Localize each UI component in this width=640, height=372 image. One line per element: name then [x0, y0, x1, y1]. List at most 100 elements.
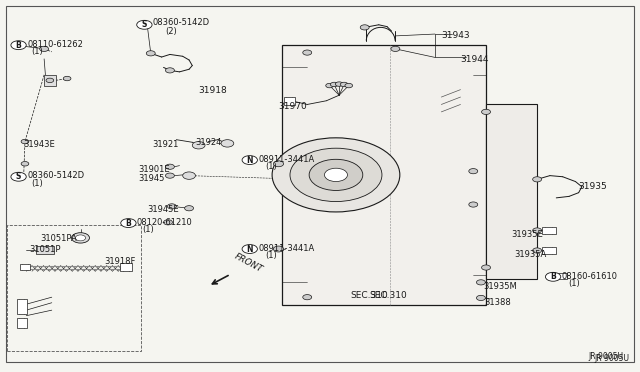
- Circle shape: [168, 204, 176, 209]
- Bar: [282, 45, 486, 305]
- Text: 08911-3441A: 08911-3441A: [259, 244, 315, 253]
- Bar: [17, 299, 26, 314]
- Text: JR 9005U: JR 9005U: [595, 354, 630, 363]
- Bar: [44, 75, 56, 86]
- Circle shape: [221, 140, 234, 147]
- Text: 31935M: 31935M: [483, 282, 516, 291]
- Circle shape: [273, 246, 284, 252]
- Text: 31924: 31924: [195, 138, 222, 147]
- Circle shape: [476, 295, 485, 301]
- Text: (1): (1): [143, 225, 154, 234]
- Text: (1): (1): [31, 47, 43, 56]
- Circle shape: [166, 173, 174, 178]
- Circle shape: [273, 161, 284, 167]
- Text: SEC.310: SEC.310: [350, 291, 388, 300]
- Circle shape: [166, 68, 174, 73]
- Text: 08120-61210: 08120-61210: [137, 218, 193, 227]
- Text: 08360-5142D: 08360-5142D: [153, 19, 210, 28]
- Circle shape: [532, 228, 541, 233]
- Circle shape: [121, 219, 136, 228]
- Text: (1): (1): [31, 179, 43, 188]
- Text: 08160-61610: 08160-61610: [561, 272, 618, 280]
- Circle shape: [345, 83, 353, 88]
- Circle shape: [330, 82, 338, 87]
- Text: (2): (2): [166, 27, 177, 36]
- Bar: [556, 273, 566, 279]
- Text: 08110-61262: 08110-61262: [28, 40, 83, 49]
- Bar: [486, 105, 537, 279]
- Text: 31388: 31388: [484, 298, 511, 307]
- Text: 31051PA: 31051PA: [40, 234, 77, 243]
- Bar: [541, 227, 556, 234]
- Circle shape: [72, 233, 90, 243]
- Text: 31935E: 31935E: [511, 230, 543, 239]
- Circle shape: [532, 248, 541, 253]
- Text: B: B: [16, 41, 22, 50]
- Circle shape: [76, 235, 86, 241]
- Text: 31935A: 31935A: [515, 250, 547, 259]
- Circle shape: [545, 272, 561, 281]
- Circle shape: [21, 161, 29, 166]
- Circle shape: [242, 244, 257, 253]
- Text: 31945: 31945: [138, 174, 164, 183]
- Circle shape: [360, 25, 369, 30]
- Text: 08360-5142D: 08360-5142D: [28, 171, 84, 180]
- Circle shape: [468, 202, 477, 207]
- Circle shape: [476, 280, 485, 285]
- Circle shape: [532, 177, 541, 182]
- Circle shape: [547, 273, 556, 278]
- Text: 31943E: 31943E: [23, 140, 55, 149]
- Text: 31935: 31935: [579, 182, 607, 191]
- Circle shape: [340, 82, 348, 87]
- Circle shape: [11, 41, 26, 49]
- Text: B: B: [550, 272, 556, 281]
- Text: 31918F: 31918F: [104, 257, 136, 266]
- Text: 31945E: 31945E: [148, 205, 179, 214]
- Circle shape: [326, 83, 333, 88]
- Circle shape: [21, 139, 29, 144]
- Text: (1): (1): [265, 251, 277, 260]
- Circle shape: [391, 46, 400, 51]
- Circle shape: [46, 78, 54, 83]
- Text: JR 9005U: JR 9005U: [588, 352, 623, 361]
- Text: B: B: [125, 219, 131, 228]
- Circle shape: [481, 109, 490, 115]
- Circle shape: [468, 169, 477, 174]
- Circle shape: [481, 265, 490, 270]
- Circle shape: [290, 148, 382, 202]
- Text: 31944: 31944: [461, 55, 489, 64]
- Bar: [120, 263, 132, 271]
- Text: 31918: 31918: [198, 86, 227, 95]
- Bar: [17, 318, 26, 328]
- Circle shape: [147, 51, 156, 56]
- Bar: [36, 246, 54, 254]
- Text: 31051P: 31051P: [29, 244, 61, 253]
- Bar: [20, 264, 30, 270]
- Circle shape: [184, 206, 193, 211]
- Text: 31970: 31970: [278, 102, 307, 111]
- Circle shape: [272, 138, 400, 212]
- Circle shape: [182, 172, 195, 179]
- Text: (1): (1): [568, 279, 580, 288]
- Bar: [284, 97, 295, 105]
- Circle shape: [309, 159, 363, 190]
- Circle shape: [166, 164, 174, 169]
- Circle shape: [242, 155, 257, 164]
- Bar: [7, 225, 141, 351]
- Text: N: N: [246, 155, 253, 164]
- Circle shape: [192, 141, 205, 149]
- Circle shape: [40, 46, 49, 51]
- Circle shape: [303, 50, 312, 55]
- Circle shape: [324, 168, 348, 182]
- Circle shape: [303, 295, 312, 300]
- Text: (1): (1): [265, 162, 277, 171]
- Circle shape: [137, 20, 152, 29]
- Text: 31901E: 31901E: [138, 165, 170, 174]
- Text: S: S: [16, 172, 21, 181]
- Text: 31921: 31921: [153, 140, 179, 149]
- Circle shape: [63, 76, 71, 81]
- Text: FRONT: FRONT: [232, 251, 264, 274]
- Circle shape: [164, 220, 173, 225]
- Circle shape: [11, 172, 26, 181]
- Bar: [541, 247, 556, 254]
